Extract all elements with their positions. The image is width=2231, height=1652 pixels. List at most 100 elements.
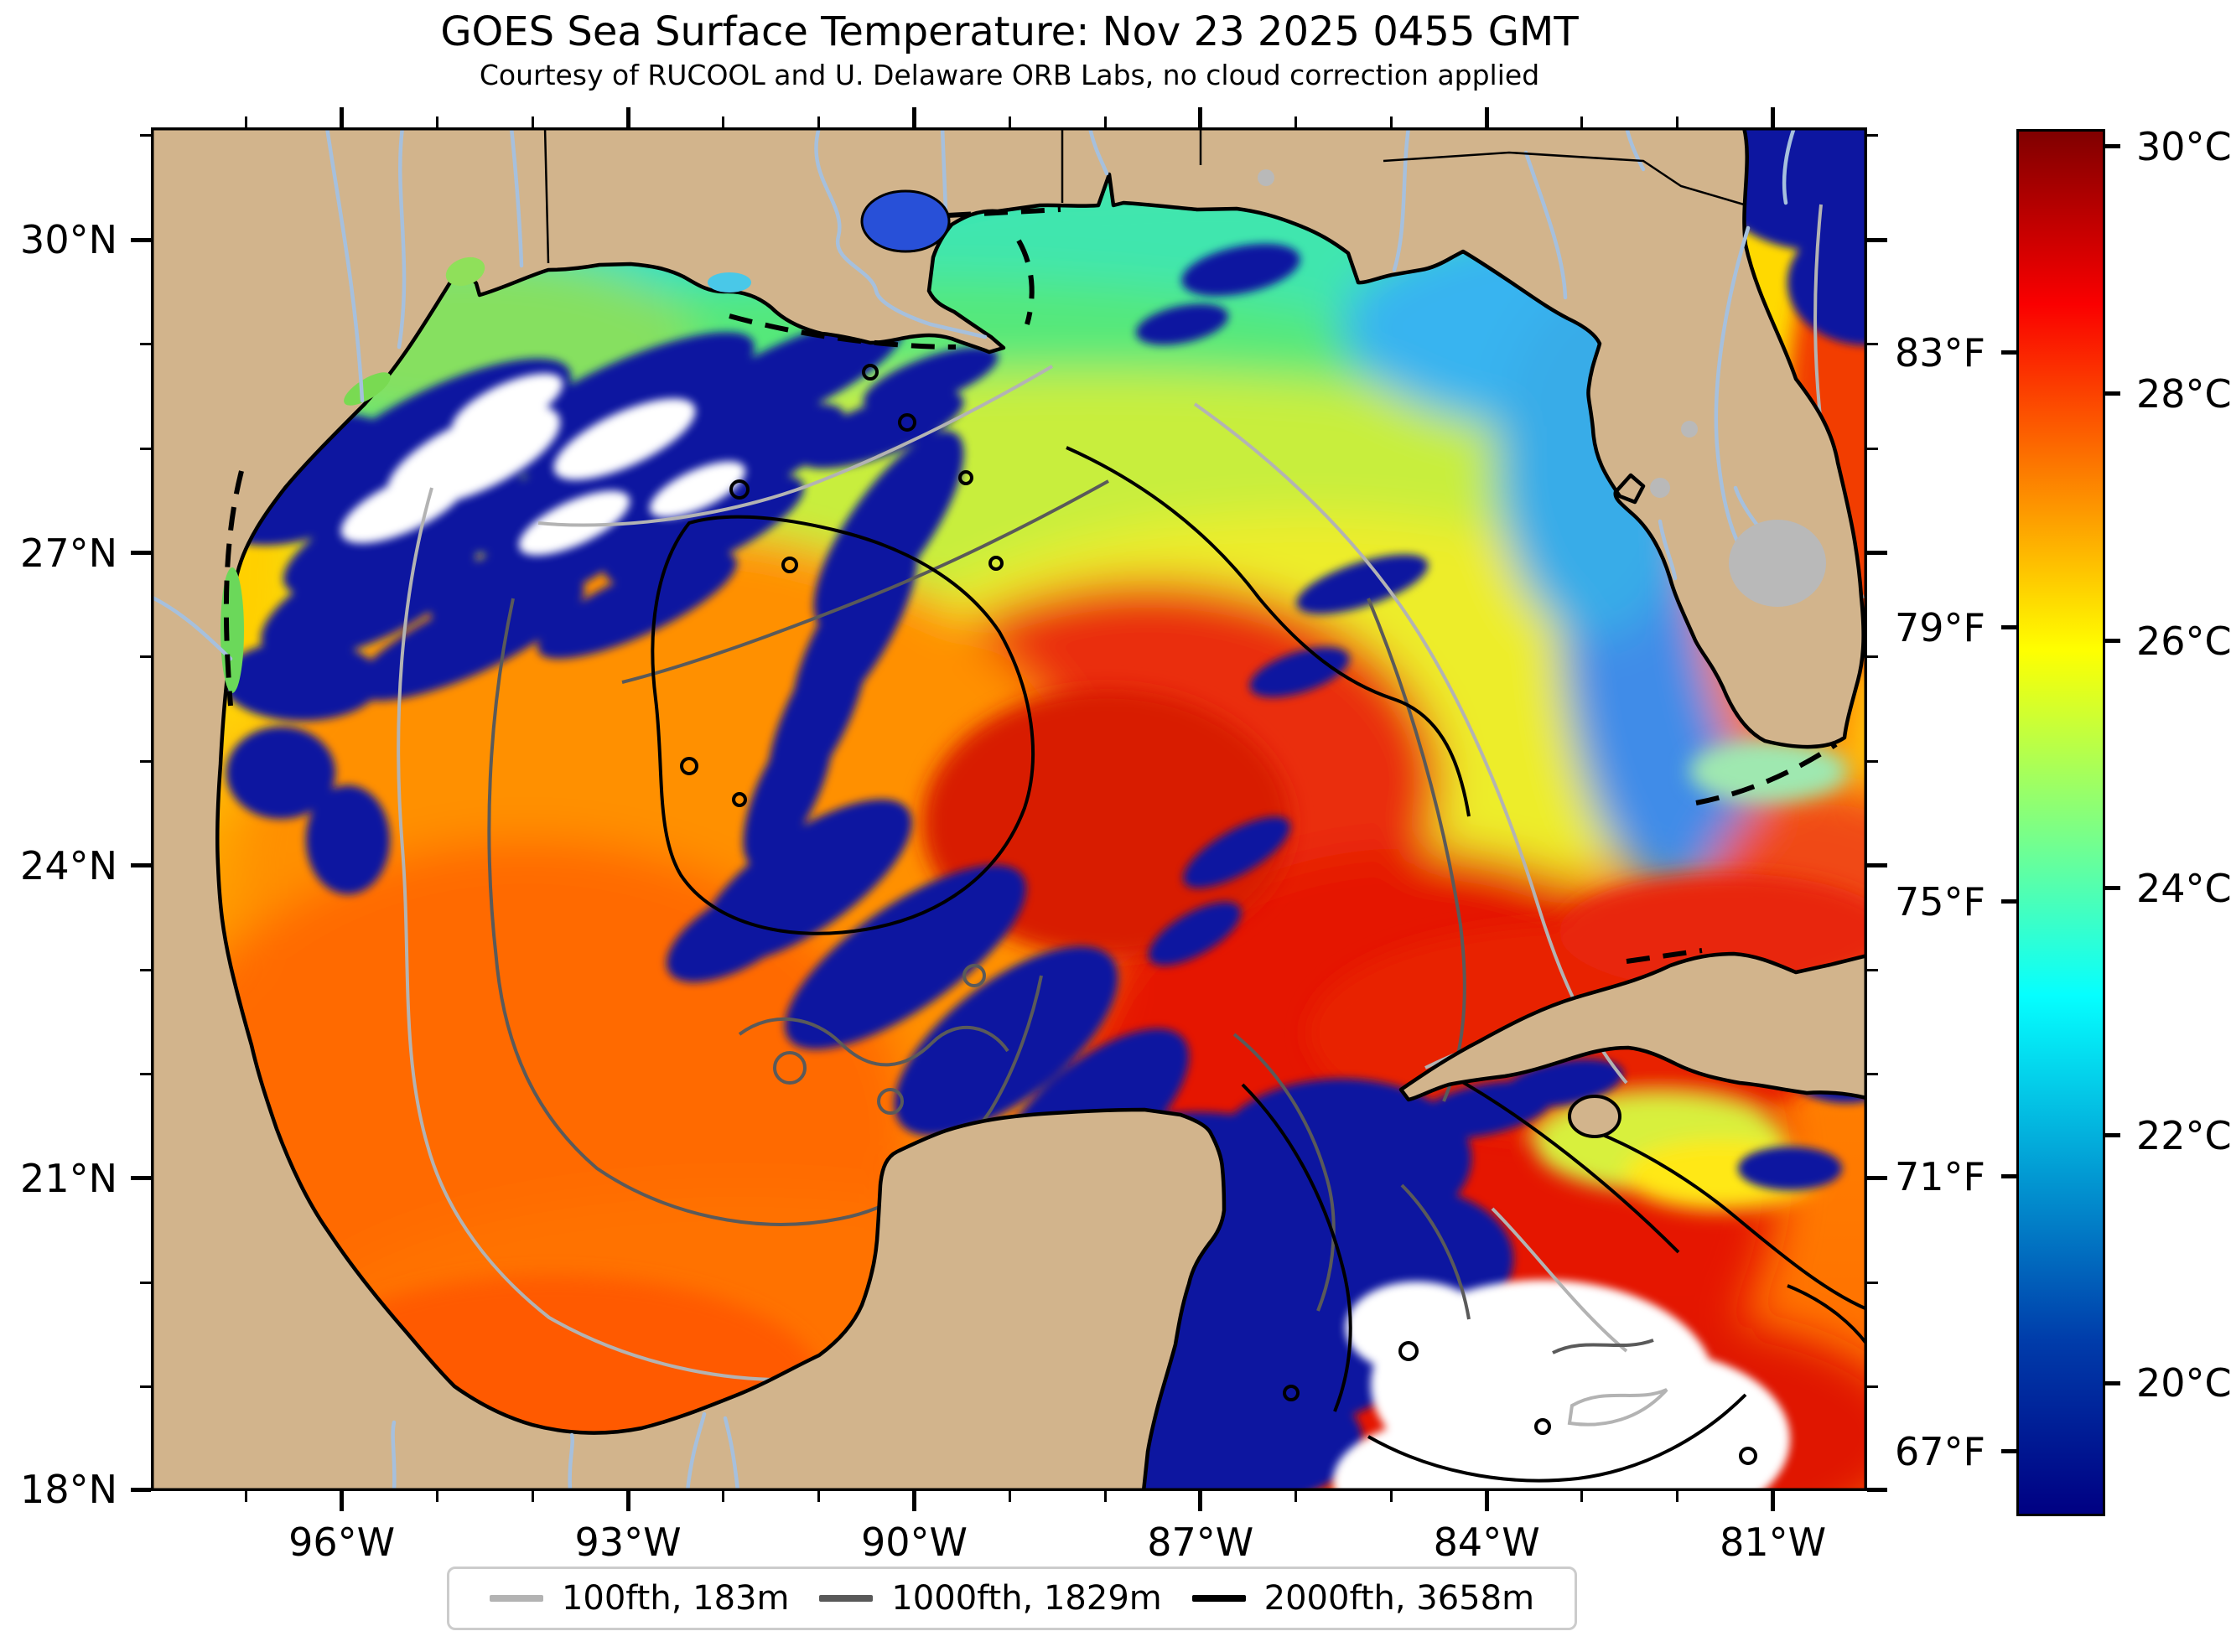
colorbar-c-label: 20°C: [2136, 1360, 2231, 1406]
state-borders-group: [543, 127, 1745, 264]
colorbar-f-label: 79°F: [1895, 604, 1985, 650]
x-major-tick: [340, 107, 345, 127]
x-minor-tick: [1103, 117, 1107, 127]
y-major-tick: [1867, 1487, 1887, 1492]
legend-label: 1000fth, 1829m: [891, 1579, 1162, 1618]
x-major-tick: [1771, 1491, 1776, 1511]
x-minor-tick: [1294, 117, 1298, 127]
x-minor-tick: [531, 117, 534, 127]
legend-line-swatch: [819, 1595, 874, 1602]
x-tick-label: 96°W: [288, 1520, 396, 1565]
legend-line-swatch: [1191, 1595, 1246, 1602]
x-minor-tick: [1580, 1491, 1584, 1502]
x-major-tick: [912, 107, 916, 127]
x-minor-tick: [1390, 117, 1393, 127]
y-major-tick: [1867, 237, 1887, 242]
colorbar-f-label: 83°F: [1895, 329, 1985, 375]
y-minor-tick: [1867, 447, 1878, 450]
colorbar-f-label: 71°F: [1895, 1153, 1985, 1199]
x-tick-label: 87°W: [1147, 1520, 1254, 1565]
x-minor-tick: [1009, 1491, 1012, 1502]
y-minor-tick: [140, 1385, 151, 1389]
y-major-tick: [1867, 1176, 1887, 1181]
colorbar-c-tick: [2105, 639, 2120, 644]
x-major-tick: [340, 1491, 345, 1511]
x-minor-tick: [722, 117, 725, 127]
y-tick-label: 24°N: [20, 842, 117, 888]
x-major-tick: [912, 1491, 916, 1511]
y-minor-tick: [140, 1073, 151, 1076]
small-lakes-group: [1258, 169, 1698, 498]
map-svg: [151, 127, 1867, 1491]
y-major-tick: [1867, 551, 1887, 556]
y-tick-label: 18°N: [20, 1467, 117, 1513]
y-major-tick: [131, 237, 151, 242]
y-tick-label: 30°N: [20, 217, 117, 263]
colorbar-f-tick: [2001, 1449, 2016, 1454]
x-major-tick: [1484, 1491, 1489, 1511]
y-minor-tick: [140, 759, 151, 763]
x-minor-tick: [1676, 117, 1679, 127]
x-minor-tick: [1103, 1491, 1107, 1502]
x-minor-tick: [245, 117, 248, 127]
barrier-islands-group: [223, 207, 1838, 964]
y-major-tick: [131, 863, 151, 868]
x-major-tick: [1198, 1491, 1203, 1511]
legend-item: 2000fth, 3658m: [1191, 1579, 1535, 1618]
colorbar-c-tick: [2105, 391, 2120, 396]
x-minor-tick: [531, 1491, 534, 1502]
y-minor-tick: [140, 1281, 151, 1284]
x-minor-tick: [722, 1491, 725, 1502]
legend-label: 100fth, 183m: [561, 1579, 790, 1618]
y-minor-tick: [140, 447, 151, 450]
x-major-tick: [625, 1491, 630, 1511]
x-tick-label: 93°W: [574, 1520, 682, 1565]
y-minor-tick: [1867, 1073, 1878, 1076]
legend-label: 2000fth, 3658m: [1263, 1579, 1535, 1618]
colorbar-f-tick: [2001, 625, 2016, 630]
y-major-tick: [131, 1176, 151, 1181]
y-minor-tick: [1867, 655, 1878, 659]
y-tick-label: 27°N: [20, 530, 117, 576]
y-minor-tick: [140, 343, 151, 346]
y-minor-tick: [1867, 134, 1878, 137]
colorbar-c-label: 30°C: [2136, 123, 2231, 169]
x-minor-tick: [1390, 1491, 1393, 1502]
x-minor-tick: [1676, 1491, 1679, 1502]
colorbar-c-tick: [2105, 1133, 2120, 1138]
colorbar-f-tick: [2001, 350, 2016, 355]
x-tick-label: 81°W: [1720, 1520, 1827, 1565]
x-major-tick: [625, 107, 630, 127]
legend-line-swatch: [489, 1595, 543, 1602]
y-minor-tick: [1867, 343, 1878, 346]
x-minor-tick: [435, 1491, 438, 1502]
y-minor-tick: [140, 968, 151, 971]
legend-item: 100fth, 183m: [489, 1579, 790, 1618]
lake-pontchartrain: [860, 189, 951, 253]
y-minor-tick: [1867, 1281, 1878, 1284]
x-major-tick: [1484, 107, 1489, 127]
colorbar: 30°C 28°C 26°C 24°C 22°C 20°C 83°F 79°F 75°F 71°F…: [1895, 125, 2231, 1516]
land-cuba: [1398, 951, 1867, 1102]
x-minor-tick: [1294, 1491, 1298, 1502]
contour-1000fth: [487, 479, 1654, 1354]
y-tick-label: 21°N: [20, 1155, 117, 1201]
page-subtitle: Courtesy of RUCOOL and U. Delaware ORB L…: [479, 59, 1540, 91]
x-minor-tick: [245, 1491, 248, 1502]
x-tick-label: 90°W: [860, 1520, 968, 1565]
x-minor-tick: [1009, 117, 1012, 127]
y-major-tick: [131, 551, 151, 556]
y-minor-tick: [1867, 968, 1878, 971]
y-minor-tick: [1867, 759, 1878, 763]
colorbar-c-tick: [2105, 886, 2120, 891]
y-minor-tick: [1867, 1385, 1878, 1389]
x-minor-tick: [1580, 117, 1584, 127]
colorbar-f-tick: [2001, 1174, 2016, 1179]
page-title: GOES Sea Surface Temperature: Nov 23 202…: [440, 8, 1579, 55]
map-border: [151, 127, 1867, 1491]
map-area: 96°W 93°W 90°W 87°W 84°W 81°W 30°N 27°N 24°N 21°N…: [20, 107, 1887, 1565]
x-minor-tick: [817, 1491, 821, 1502]
y-minor-tick: [140, 655, 151, 659]
y-major-tick: [131, 1487, 151, 1492]
